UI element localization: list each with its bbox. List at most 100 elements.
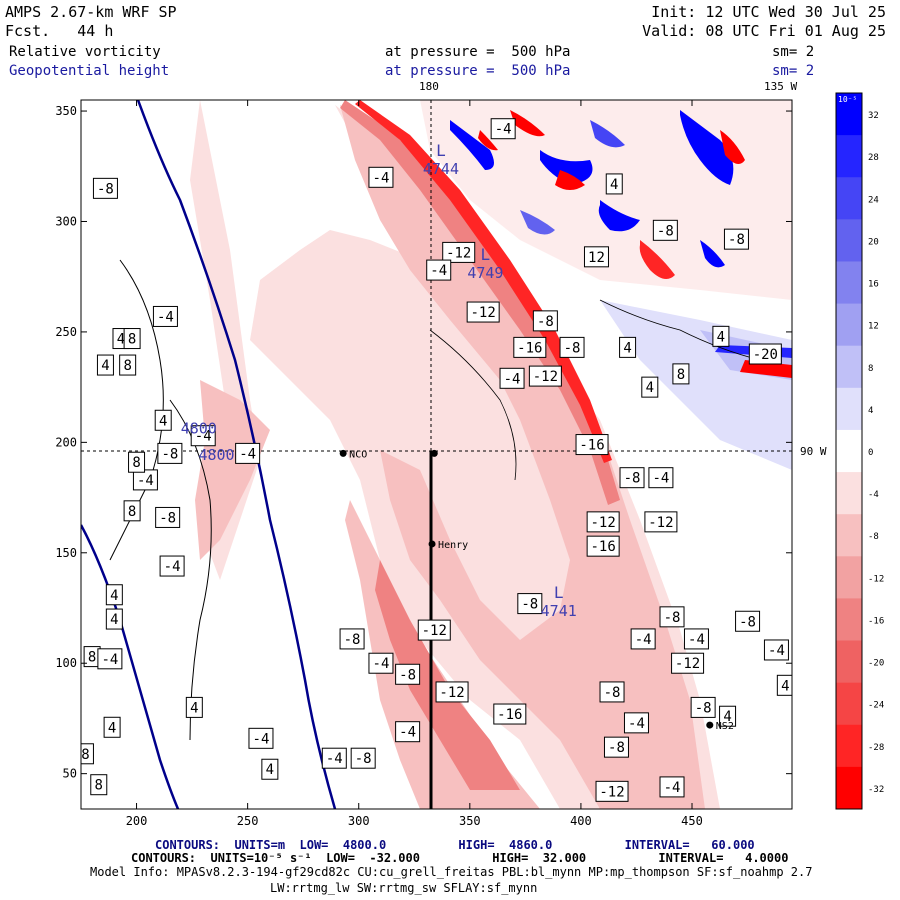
vorticity-contour-label: -12 — [435, 681, 469, 703]
vorticity-label-box — [644, 511, 678, 533]
vorticity-label-text: 8 — [95, 778, 103, 794]
vorticity-label-box — [623, 712, 649, 734]
vorticity-label-text: -8 — [399, 667, 416, 683]
vorticity-label-box — [641, 376, 659, 398]
vorticity-label-text: 8 — [132, 455, 140, 471]
vorticity-label-text: 8 — [128, 504, 136, 520]
vorticity-label-text: -4 — [239, 446, 256, 462]
plot-frame — [80, 99, 793, 810]
vorticity-label-text: -4 — [635, 632, 652, 648]
vorticity-label-box — [321, 747, 347, 769]
vorticity-label-box — [103, 716, 121, 738]
vorticity-label-box — [659, 776, 685, 798]
vorticity-label-text: -8 — [624, 471, 641, 487]
low-value: 4749 — [467, 264, 503, 282]
vorticity-label-text: -4 — [101, 652, 118, 668]
vorticity-label-box — [683, 628, 709, 650]
vorticity-contour-label: -4 — [683, 628, 709, 650]
shaded-field-name: Relative vorticity — [9, 44, 161, 60]
vorticity-contour-label: -4 — [321, 747, 347, 769]
vorticity-label-text: 4 — [190, 700, 198, 716]
colorbar-label: -4 — [868, 490, 879, 500]
vorticity-contour-label: -12 — [417, 619, 451, 641]
vorticity-contour-label: 8 — [90, 774, 108, 796]
vorticity-label-text: -16 — [579, 438, 604, 454]
vorticity-label-box — [652, 219, 678, 241]
vorticity-contour-label: 4 — [154, 409, 172, 431]
vorticity-label-box — [132, 469, 158, 491]
vorticity-label-box — [159, 555, 185, 577]
geopotential-contour-4860 — [81, 524, 180, 809]
vorticity-label-text: -4 — [373, 656, 390, 672]
vorticity-label-box — [586, 535, 620, 557]
vorticity-contour-label: -12 — [586, 511, 620, 533]
vorticity-label-box — [81, 743, 94, 765]
vorticity-contour-label: 8 — [128, 451, 146, 473]
vorticity-contour-label: -4 — [490, 118, 516, 140]
low-value: 4741 — [541, 602, 577, 620]
x-tick-label: 200 — [126, 814, 148, 828]
vorticity-contour-label: -4 — [132, 469, 158, 491]
vorticity-label-text: -12 — [471, 305, 496, 321]
vorticity-contour-label: -8 — [659, 606, 685, 628]
vorticity-label-text: -8 — [537, 314, 554, 330]
vorticity-label-text: -4 — [688, 632, 705, 648]
vorticity-label-box — [763, 639, 789, 661]
vorticity-label-text: -16 — [497, 707, 522, 723]
vorticity-contour-label: -16 — [513, 336, 547, 358]
vorticity-label-text: -4 — [195, 429, 212, 445]
colorbar-swatch — [836, 261, 862, 305]
longitude-label-135w: 135 W — [764, 80, 798, 93]
vorticity-contour-label: -8 — [157, 442, 183, 464]
vorticity-label-box — [559, 336, 585, 358]
vorticity-label-text: -4 — [495, 122, 512, 138]
footer-model-info: Model Info: MPASv8.2.3-194-gf29cd82c CU:… — [90, 865, 813, 879]
vorticity-label-text: -8 — [604, 685, 621, 701]
vorticity-contour-label: -8 — [559, 336, 585, 358]
vorticity-label-text: 4 — [110, 588, 118, 604]
vorticity-contour-label: -4 — [368, 652, 394, 674]
vorticity-contour-label: -8 — [155, 506, 181, 528]
colorbar-label: -12 — [868, 574, 884, 584]
vorticity-label-box — [619, 336, 637, 358]
vorticity-label-text: -12 — [533, 369, 558, 385]
colorbar-swatch — [836, 219, 862, 262]
colorbar-label: 8 — [868, 364, 873, 374]
vorticity-label-box — [261, 758, 279, 780]
colorbar-unit: 10⁻⁵ s⁻¹ — [838, 95, 877, 104]
vorticity-contour-label: -4 — [395, 721, 421, 743]
vorticity-contour-label: -8 — [350, 747, 376, 769]
vorticity-contour-label: -8 — [517, 593, 543, 615]
vorticity-label-box — [368, 166, 394, 188]
y-tick-label: 300 — [55, 214, 77, 228]
vorticity-contour-label: 4 — [619, 336, 637, 358]
colorbar-swatch — [836, 472, 862, 515]
contour-smoothing: sm= 2 — [772, 63, 815, 79]
vorticity-label-text: 8 — [88, 650, 96, 666]
vorticity-label-box — [723, 228, 749, 250]
colorbar-label: -32 — [868, 785, 884, 795]
vorticity-label-box — [776, 674, 792, 696]
vorticity-contour-label: -4 — [248, 727, 274, 749]
vorticity-label-text: 4 — [723, 709, 731, 725]
colorbar-label: 32 — [868, 111, 879, 121]
vorticity-label-box — [105, 608, 123, 630]
vorticity-label-text: -4 — [504, 371, 521, 387]
vorticity-label-text: -12 — [446, 245, 471, 261]
vorticity-label-text: -8 — [739, 614, 756, 630]
vorticity-contour-label: 4 — [776, 674, 792, 696]
colorbar-label: 12 — [868, 322, 879, 332]
vorticity-label-text: -12 — [675, 656, 700, 672]
vorticity-label-box — [712, 325, 730, 347]
vorticity-label-box — [350, 747, 376, 769]
vorticity-label-text: 4 — [110, 612, 118, 628]
vorticity-label-box — [493, 703, 527, 725]
station-marker: NCO — [339, 449, 367, 460]
colorbar-swatch — [836, 177, 862, 220]
vorticity-contour-label: -4 — [648, 467, 674, 489]
vorticity-label-box — [672, 363, 690, 385]
vorticity-contour-label: -4 — [235, 442, 261, 464]
shaded-smoothing: sm= 2 — [772, 44, 815, 60]
x-tick-label: 400 — [570, 814, 592, 828]
vorticity-label-text: -8 — [344, 632, 361, 648]
